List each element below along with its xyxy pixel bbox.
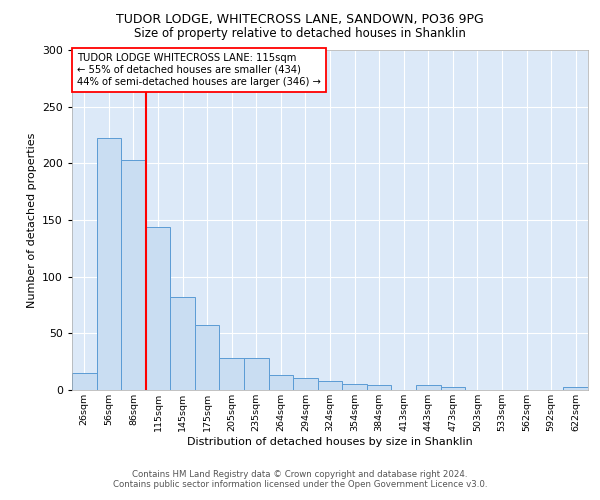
Bar — [318, 381, 342, 390]
Text: TUDOR LODGE, WHITECROSS LANE, SANDOWN, PO36 9PG: TUDOR LODGE, WHITECROSS LANE, SANDOWN, P… — [116, 12, 484, 26]
Bar — [440, 386, 465, 390]
Bar — [293, 378, 318, 390]
X-axis label: Distribution of detached houses by size in Shanklin: Distribution of detached houses by size … — [187, 437, 473, 447]
Bar — [97, 138, 121, 390]
Text: TUDOR LODGE WHITECROSS LANE: 115sqm
← 55% of detached houses are smaller (434)
4: TUDOR LODGE WHITECROSS LANE: 115sqm ← 55… — [77, 54, 321, 86]
Text: Size of property relative to detached houses in Shanklin: Size of property relative to detached ho… — [134, 28, 466, 40]
Bar — [72, 373, 97, 390]
Bar — [416, 386, 440, 390]
Bar — [220, 358, 244, 390]
Bar — [146, 227, 170, 390]
Bar — [269, 376, 293, 390]
Text: Contains HM Land Registry data © Crown copyright and database right 2024.
Contai: Contains HM Land Registry data © Crown c… — [113, 470, 487, 489]
Bar — [563, 386, 588, 390]
Bar — [367, 386, 391, 390]
Y-axis label: Number of detached properties: Number of detached properties — [26, 132, 37, 308]
Bar — [170, 297, 195, 390]
Bar — [244, 358, 269, 390]
Bar — [195, 326, 220, 390]
Bar — [342, 384, 367, 390]
Bar — [121, 160, 146, 390]
